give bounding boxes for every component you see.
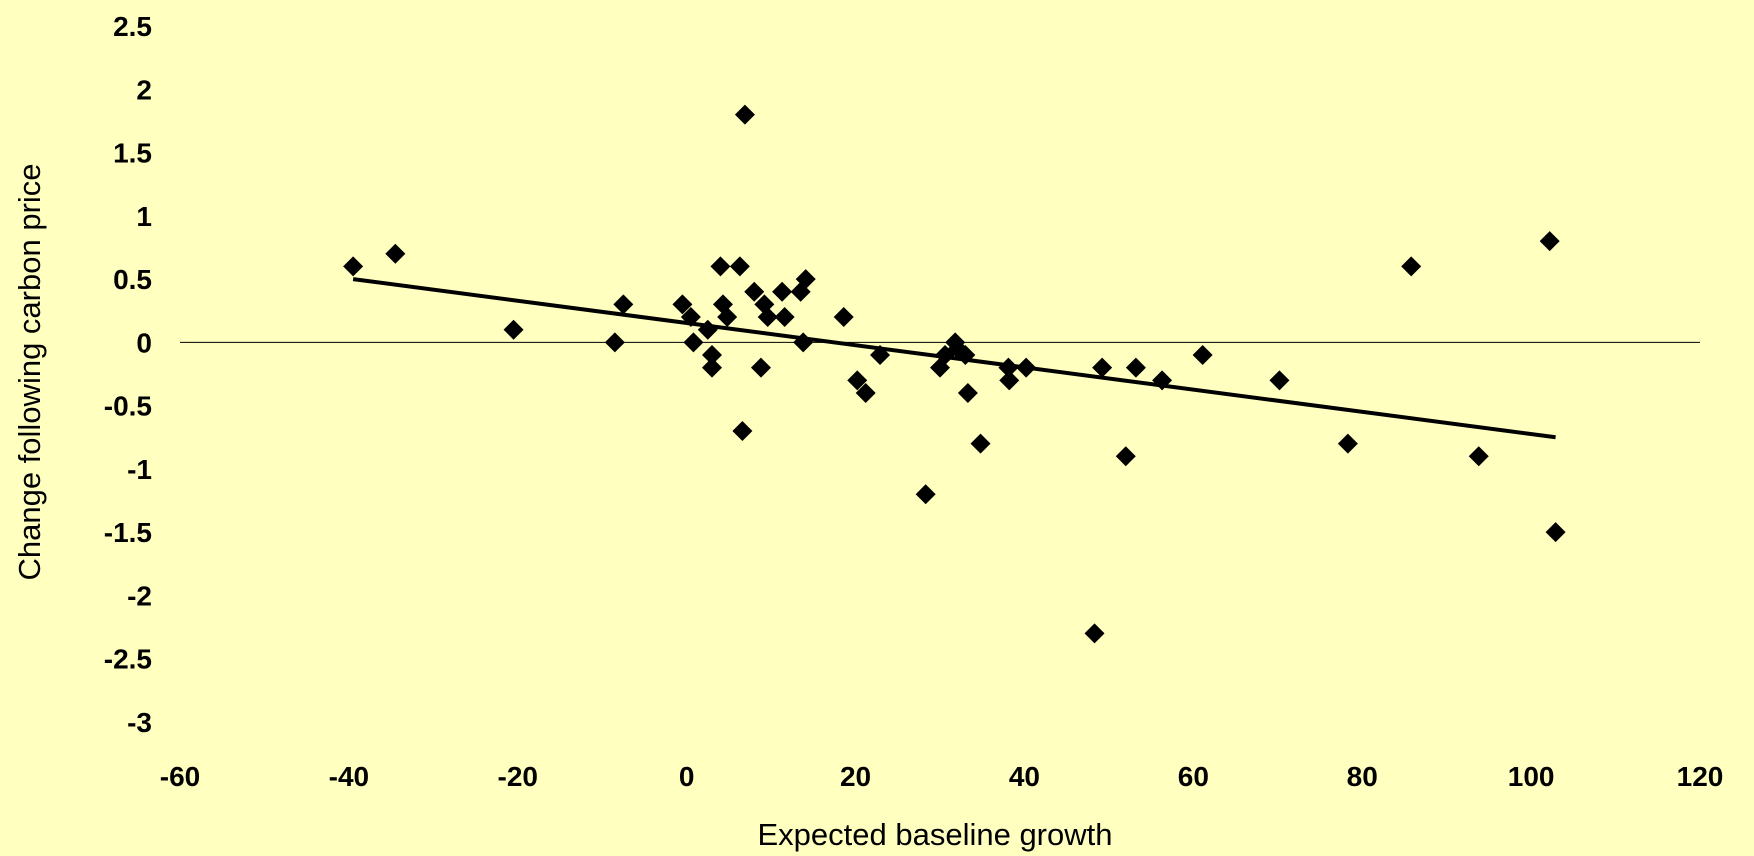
- x-tick-label: 60: [1178, 761, 1209, 792]
- data-point: [855, 382, 876, 403]
- data-point: [732, 420, 753, 441]
- data-point: [503, 319, 524, 340]
- data-point: [955, 345, 976, 366]
- data-point: [833, 307, 854, 328]
- trendline: [352, 277, 1556, 440]
- data-point: [847, 370, 868, 391]
- data-point: [1545, 522, 1566, 543]
- data-point: [1539, 231, 1560, 252]
- data-point: [1115, 446, 1136, 467]
- data-point: [744, 281, 765, 302]
- data-point: [604, 332, 625, 353]
- y-tick-label: -1: [127, 454, 152, 485]
- data-point: [385, 243, 406, 264]
- data-point: [1192, 345, 1213, 366]
- x-axis-title: Expected baseline growth: [757, 817, 1112, 852]
- y-tick-label: 2: [136, 74, 152, 105]
- y-tick-label: -3: [127, 707, 152, 738]
- data-point: [1337, 433, 1358, 454]
- x-tick-label: -60: [160, 761, 200, 792]
- data-point: [970, 433, 991, 454]
- data-point: [1401, 256, 1422, 277]
- data-point: [1092, 357, 1113, 378]
- x-tick-label: 80: [1347, 761, 1378, 792]
- y-tick-label: 1.5: [113, 138, 152, 169]
- x-tick-label: 100: [1508, 761, 1555, 792]
- data-point: [710, 256, 731, 277]
- data-point: [697, 319, 718, 340]
- y-axis-tick-labels: 2.5 2 1.5 1 0.5 0 -0.5 -1 -1.5 -2 -2.5 -3: [104, 11, 152, 738]
- y-tick-label: 1: [136, 201, 152, 232]
- y-tick-label: -2.5: [104, 644, 152, 675]
- data-point: [1125, 357, 1146, 378]
- x-tick-label: -20: [498, 761, 538, 792]
- data-point: [683, 332, 704, 353]
- x-tick-label: 40: [1009, 761, 1040, 792]
- data-point: [957, 382, 978, 403]
- x-tick-label: 120: [1677, 761, 1724, 792]
- data-point: [1152, 370, 1173, 391]
- data-point: [772, 281, 793, 302]
- data-point: [757, 307, 778, 328]
- data-point: [750, 357, 771, 378]
- data-point: [915, 484, 936, 505]
- data-point: [795, 269, 816, 290]
- y-tick-label: 0.5: [113, 264, 152, 295]
- data-point: [702, 345, 722, 366]
- data-point: [717, 307, 738, 328]
- data-point: [1269, 370, 1290, 391]
- data-point: [613, 294, 634, 315]
- data-point: [729, 256, 750, 277]
- y-axis-title: Change following carbon price: [12, 163, 47, 580]
- y-tick-label: 2.5: [113, 11, 152, 42]
- y-tick-label: -2: [127, 580, 152, 611]
- y-tick-label: 0: [136, 327, 152, 358]
- data-point: [702, 357, 722, 378]
- data-point: [774, 307, 795, 328]
- data-points-layer: [343, 104, 1566, 644]
- y-tick-label: -1.5: [104, 517, 152, 548]
- data-point: [672, 294, 693, 315]
- data-point: [999, 370, 1020, 391]
- y-tick-label: -0.5: [104, 391, 152, 422]
- x-tick-label: 0: [679, 761, 695, 792]
- data-point: [1468, 446, 1489, 467]
- trendline-layer: [352, 277, 1556, 440]
- data-point: [1016, 357, 1037, 378]
- data-point: [343, 256, 364, 277]
- data-point: [870, 345, 891, 366]
- data-point: [998, 357, 1019, 378]
- x-tick-label: -40: [329, 761, 369, 792]
- x-tick-label: 20: [840, 761, 871, 792]
- data-point: [680, 307, 701, 328]
- data-point: [1084, 623, 1105, 644]
- data-point: [793, 332, 814, 353]
- x-axis-tick-labels: -60 -40 -20 0 20 40 60 80 100 120: [160, 761, 1724, 792]
- data-point: [734, 104, 755, 125]
